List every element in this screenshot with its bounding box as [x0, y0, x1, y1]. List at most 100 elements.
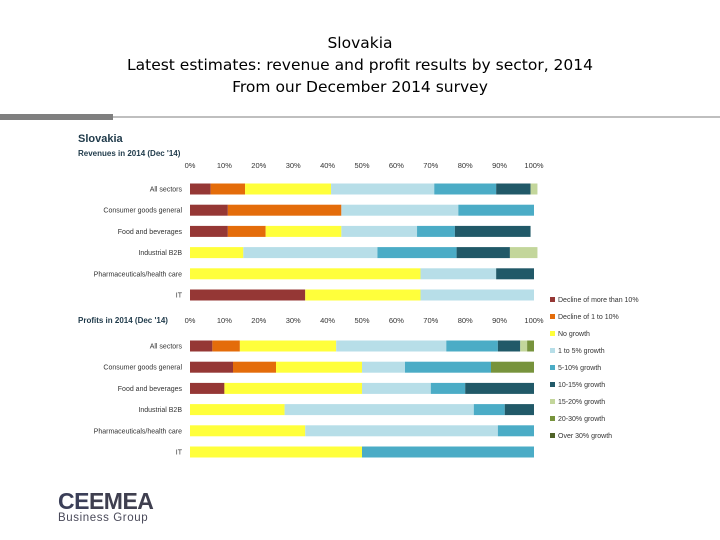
- bar-segment: [458, 204, 534, 216]
- category-label: Consumer goods general: [103, 365, 182, 372]
- bar-segment: [305, 289, 421, 301]
- bar-segment: [331, 183, 435, 195]
- legend-swatch: [550, 433, 555, 438]
- bar-segment: [305, 425, 498, 437]
- bar-segment: [190, 382, 225, 394]
- category-label: Pharmaceuticals/health care: [94, 428, 182, 435]
- bar-segment: [210, 183, 246, 195]
- bar-segment: [190, 183, 211, 195]
- legend-label: 1 to 5% growth: [558, 348, 605, 355]
- x-tick-label: 100%: [524, 316, 544, 325]
- legend-swatch: [550, 297, 555, 302]
- bar-segment: [405, 361, 491, 373]
- bar-segment: [276, 361, 362, 373]
- x-tick-label: 70%: [423, 161, 438, 170]
- bar-segment: [362, 382, 431, 394]
- category-label: Food and beverages: [118, 229, 183, 236]
- legend-swatch: [550, 399, 555, 404]
- x-tick-label: 60%: [389, 316, 404, 325]
- x-tick-label: 30%: [286, 316, 301, 325]
- logo-wordmark-part2: EMEA: [88, 488, 154, 514]
- bar-segment: [336, 340, 447, 352]
- bar-segment: [284, 404, 474, 416]
- x-tick-label: 80%: [458, 316, 473, 325]
- bar-segment: [239, 340, 337, 352]
- bar-segment: [497, 425, 534, 437]
- bar-segment: [227, 225, 266, 237]
- bar-segment: [341, 225, 418, 237]
- x-tick-label: 50%: [354, 316, 369, 325]
- bar-segment: [454, 225, 531, 237]
- bar-segment: [430, 382, 466, 394]
- x-tick-label: 0%: [185, 161, 196, 170]
- legend-swatch: [550, 382, 555, 387]
- bar-segment: [509, 247, 538, 259]
- x-tick-label: 20%: [251, 316, 266, 325]
- bar-segment: [212, 340, 240, 352]
- x-tick-label: 100%: [524, 161, 544, 170]
- bar-segment: [233, 361, 276, 373]
- bar-segment: [473, 404, 505, 416]
- bar-segment: [504, 404, 534, 416]
- legend-label: 10-15% growth: [558, 382, 605, 389]
- title-rule-light: [113, 116, 720, 118]
- legend-swatch: [550, 348, 555, 353]
- bar-segment: [434, 183, 497, 195]
- bar-segment: [190, 204, 228, 216]
- bar-segment: [465, 382, 534, 394]
- bar-segment: [456, 247, 510, 259]
- company-logo: CEEMEA Business Group: [58, 488, 154, 525]
- category-label: Food and beverages: [118, 386, 183, 393]
- category-label: IT: [176, 450, 183, 457]
- legend-label: 5-10% growth: [558, 365, 601, 372]
- bar-segment: [190, 361, 233, 373]
- bar-segment: [190, 425, 306, 437]
- legend-label: 15-20% growth: [558, 399, 605, 406]
- x-tick-label: 30%: [286, 161, 301, 170]
- bar-segment: [190, 289, 306, 301]
- bar-segment: [446, 340, 498, 352]
- legend-swatch: [550, 416, 555, 421]
- x-tick-label: 40%: [320, 316, 335, 325]
- bar-segment: [190, 404, 285, 416]
- legend-label: Over 30% growth: [558, 433, 612, 440]
- slide-title-line3: From our December 2014 survey: [232, 78, 488, 96]
- bar-segment: [527, 340, 534, 352]
- bar-segment: [190, 247, 244, 259]
- logo-subtitle: Business Group: [58, 512, 149, 524]
- bar-segment: [245, 183, 332, 195]
- panel-subtitle: Profits in 2014 (Dec '14): [78, 316, 168, 325]
- legend-label: Decline of more than 10%: [558, 297, 639, 304]
- panel-subtitle: Revenues in 2014 (Dec '14): [78, 149, 181, 158]
- stacked-bar-chart: Slovakia Revenues in 2014 (Dec '14) 0% 10% 2…: [78, 133, 639, 458]
- bar-segment: [496, 268, 534, 280]
- legend-label: Decline of 1 to 10%: [558, 314, 619, 321]
- x-tick-label: 50%: [354, 161, 369, 170]
- bar-segment: [497, 340, 521, 352]
- bar-segment: [362, 446, 534, 458]
- category-label: All sectors: [150, 344, 183, 351]
- bar-segment: [420, 268, 497, 280]
- x-tick-label: 70%: [423, 316, 438, 325]
- slide-title-line1: Slovakia: [327, 34, 393, 52]
- x-tick-label: 90%: [492, 161, 507, 170]
- x-tick-label: 0%: [185, 316, 196, 325]
- logo-wordmark-part1: CE: [58, 488, 89, 514]
- chart-title: Slovakia: [78, 133, 124, 145]
- x-tick-label: 10%: [217, 316, 232, 325]
- bar-segment: [341, 204, 459, 216]
- category-label: Pharmaceuticals/health care: [94, 271, 182, 278]
- slide-title-line2: Latest estimates: revenue and profit res…: [126, 56, 593, 74]
- x-tick-label: 10%: [217, 161, 232, 170]
- bar-segment: [224, 382, 362, 394]
- bar-segment: [190, 268, 421, 280]
- x-tick-label: 60%: [389, 161, 404, 170]
- logo-wordmark: CEEMEA: [58, 488, 154, 514]
- legend-label: No growth: [558, 331, 590, 338]
- legend-swatch: [550, 314, 555, 319]
- x-tick-label: 90%: [492, 316, 507, 325]
- bar-segment: [243, 247, 378, 259]
- x-tick-label: 20%: [251, 161, 266, 170]
- legend-swatch: [550, 331, 555, 336]
- bar-segment: [491, 361, 534, 373]
